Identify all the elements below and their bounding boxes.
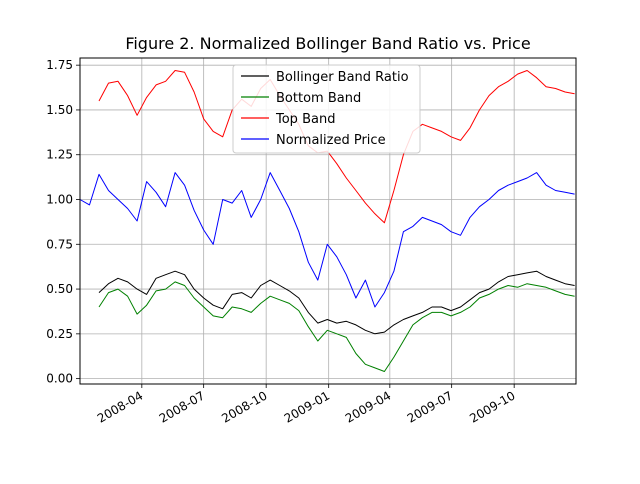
y-tick-label: 1.00 <box>46 193 73 207</box>
series-line-top-band <box>98 70 575 224</box>
y-tick-label: 0.50 <box>46 282 73 296</box>
y-tick-label: 0.75 <box>46 237 73 251</box>
y-tick-label: 1.25 <box>46 148 73 162</box>
series-line-normalized-price <box>79 172 575 308</box>
legend-label-top-band: Top Band <box>275 112 335 127</box>
legend-label-bottom-band: Bottom Band <box>276 91 361 106</box>
legend-label-normalized-price: Normalized Price <box>276 133 386 148</box>
y-tick-label: 0.00 <box>46 372 73 386</box>
chart-title: Figure 2. Normalized Bollinger Band Rati… <box>125 34 530 53</box>
y-tick-label: 1.50 <box>46 103 73 117</box>
y-tick-label: 1.75 <box>46 58 73 72</box>
y-tick-label: 0.25 <box>46 327 73 341</box>
legend: Bollinger Band Ratio Bottom Band Top Band N… <box>232 64 421 154</box>
series-layer <box>79 70 575 372</box>
series-line-bottom-band <box>98 281 575 372</box>
grid-layer <box>80 58 576 384</box>
legend-label-bollinger-band-ratio: Bollinger Band Ratio <box>276 70 409 85</box>
series-line-bollinger-band-ratio <box>98 270 575 335</box>
plot-frame <box>79 57 577 385</box>
legend-box <box>232 64 421 154</box>
